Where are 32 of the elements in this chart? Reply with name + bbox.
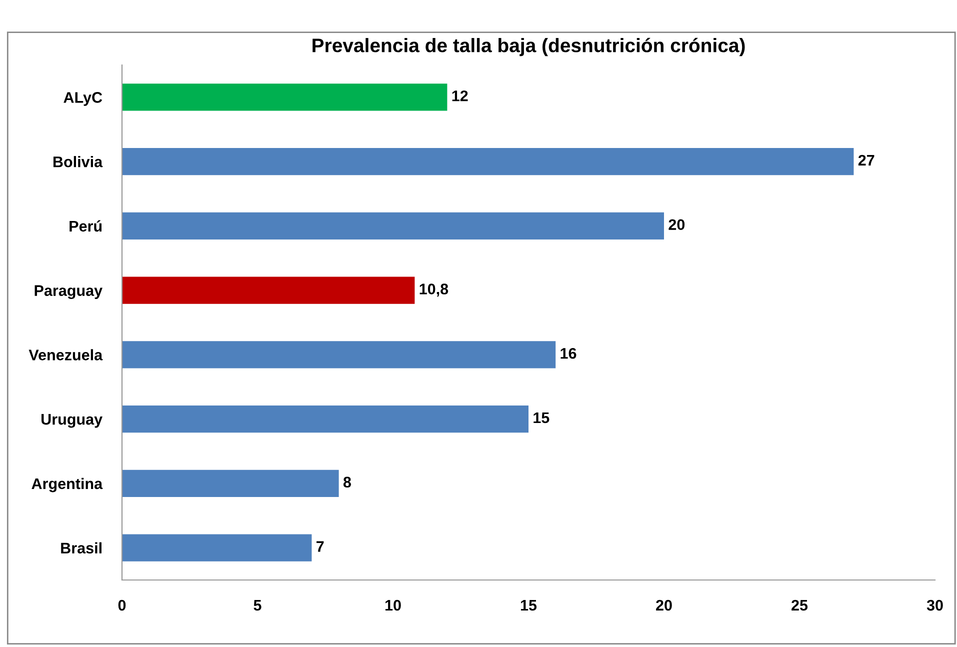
y-tick-label: Argentina bbox=[32, 478, 103, 492]
y-tick-label: Brasil bbox=[61, 542, 102, 554]
bar bbox=[122, 148, 854, 176]
data-label: 16 bbox=[560, 348, 576, 359]
bar bbox=[122, 341, 556, 368]
chart-title: Prevalencia de talla baja (desnutrición crónica) bbox=[312, 38, 745, 56]
y-tick-label: Bolivia bbox=[53, 156, 103, 168]
y-tick-label: ALyC bbox=[64, 92, 102, 106]
x-tick-label: 15 bbox=[520, 600, 537, 611]
y-tick-label: Perú bbox=[70, 220, 102, 232]
x-tick-label: 5 bbox=[254, 600, 262, 611]
y-tick-label: Venezuela bbox=[28, 349, 103, 360]
x-tick-label: 30 bbox=[926, 600, 943, 611]
bar bbox=[122, 534, 312, 562]
x-tick-label: 20 bbox=[656, 600, 672, 611]
data-label: 15 bbox=[534, 412, 550, 424]
y-tick-label: Uruguay bbox=[42, 414, 102, 428]
bar bbox=[122, 276, 415, 304]
bar bbox=[122, 406, 528, 433]
data-label: 10,8 bbox=[420, 284, 448, 297]
bar bbox=[122, 470, 339, 497]
data-label: 20 bbox=[668, 219, 685, 230]
data-label: 7 bbox=[316, 541, 324, 552]
data-label: 8 bbox=[343, 476, 351, 488]
bar bbox=[122, 84, 448, 111]
y-tick-label: Paraguay bbox=[34, 285, 102, 300]
data-label: 27 bbox=[858, 154, 874, 166]
data-label: 12 bbox=[452, 90, 468, 102]
bar bbox=[122, 212, 664, 240]
x-tick-label: 10 bbox=[385, 600, 401, 611]
x-tick-label: 25 bbox=[792, 600, 808, 611]
x-tick-label: 0 bbox=[118, 600, 126, 611]
